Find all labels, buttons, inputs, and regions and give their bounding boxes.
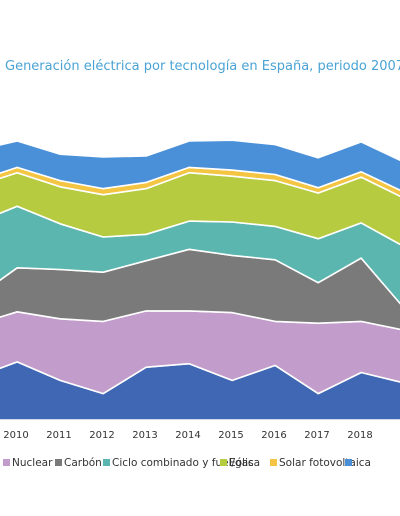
x-tick-label: 2012: [89, 430, 114, 441]
legend-swatch: [270, 459, 277, 466]
legend-label: Carbón: [64, 457, 102, 469]
legend-label: Ciclo combinado y fuel/gas: [112, 457, 254, 469]
legend: Nuclear Carbón Ciclo combinado y fuel/gasE…: [3, 457, 371, 469]
chart-title: Generación eléctrica por tecnología en E…: [5, 59, 400, 74]
area-series-6: [0, 139, 400, 192]
legend-label: Nuclear: [12, 457, 53, 469]
x-tick-label: 2016: [261, 430, 286, 441]
x-tick-label: 2015: [218, 430, 243, 441]
x-tick-label: 2011: [46, 430, 71, 441]
area-layers: [0, 139, 400, 421]
legend-swatch: [3, 459, 10, 466]
x-tick-label: 2017: [304, 430, 329, 441]
x-tick-label: 2014: [175, 430, 200, 441]
x-axis-ticks: 2010201120122013201420152016201720182: [3, 430, 400, 441]
legend-label: Solar fotovoltaica: [279, 457, 371, 469]
x-tick-label: 2013: [132, 430, 157, 441]
legend-label: Eólica: [229, 457, 260, 469]
legend-swatch: [345, 459, 352, 466]
x-tick-label: 2018: [347, 430, 372, 441]
x-tick-label: 2010: [3, 430, 28, 441]
legend-swatch: [103, 459, 110, 466]
legend-swatch: [55, 459, 62, 466]
legend-swatch: [220, 459, 227, 466]
